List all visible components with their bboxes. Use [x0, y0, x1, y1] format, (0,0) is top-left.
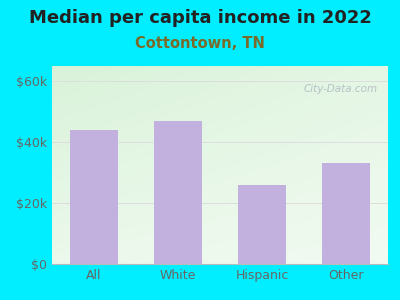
Bar — [154, 121, 202, 264]
Bar — [322, 164, 370, 264]
Text: Cottontown, TN: Cottontown, TN — [135, 36, 265, 51]
Bar — [238, 185, 286, 264]
Text: Median per capita income in 2022: Median per capita income in 2022 — [28, 9, 372, 27]
Bar — [70, 130, 118, 264]
Text: City-Data.com: City-Data.com — [304, 84, 378, 94]
